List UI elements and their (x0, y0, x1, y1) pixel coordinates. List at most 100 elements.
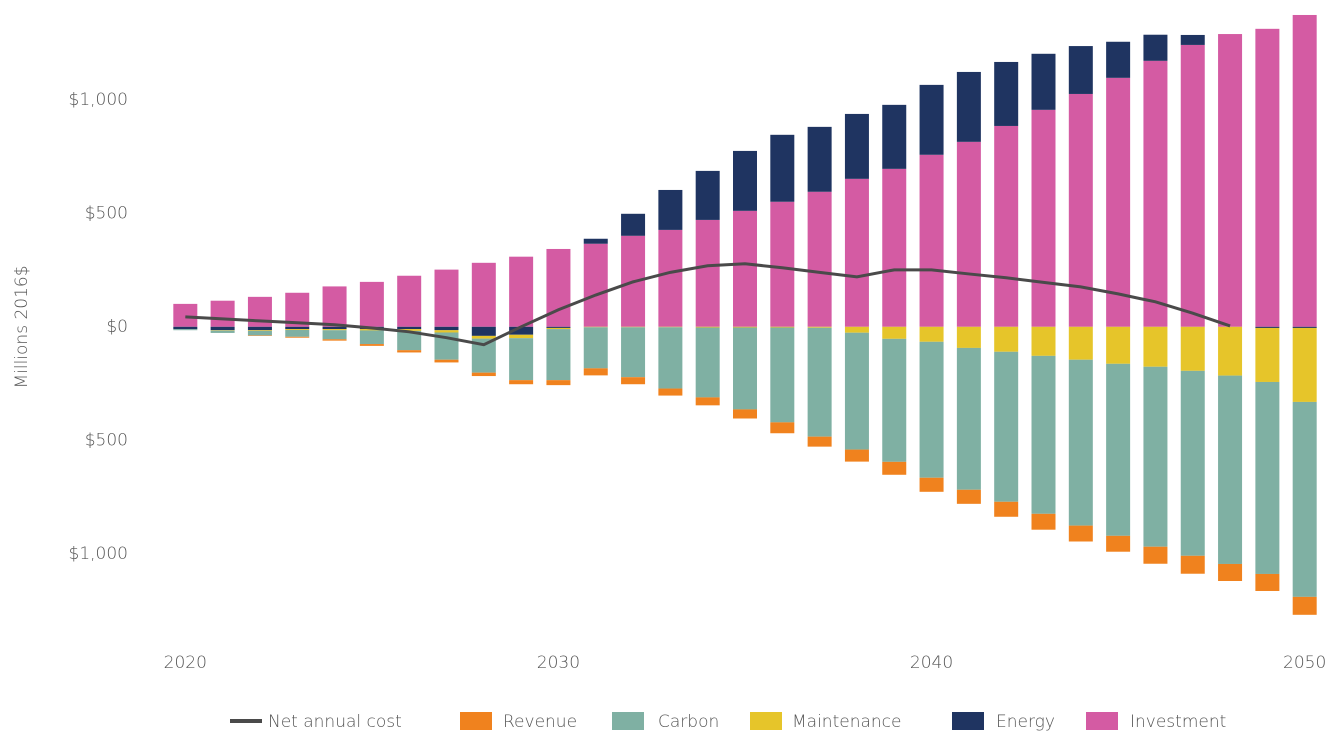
bar-segment (1218, 34, 1242, 327)
bar-segment (957, 327, 981, 348)
bar-segment (435, 327, 459, 330)
bar-segment (882, 169, 906, 327)
bar-segment (509, 335, 533, 338)
legend-label: Energy (996, 712, 1055, 732)
bar-segment (323, 330, 347, 339)
bar-segment (1032, 356, 1056, 514)
bar-segment (323, 329, 347, 330)
bar-segment (882, 105, 906, 169)
bar-segment (1293, 597, 1317, 615)
bar-segment (658, 327, 682, 388)
bar-segment (957, 490, 981, 504)
bar-segment (1032, 327, 1056, 356)
bar-segment (472, 373, 496, 376)
bar-segment (1106, 78, 1130, 327)
bar-segment (770, 422, 794, 433)
bar-segment (546, 329, 570, 380)
bar-segment (1181, 45, 1205, 327)
bar-segment (509, 257, 533, 327)
y-tick-label: $1,000 (69, 90, 128, 110)
bar-segment (770, 327, 794, 328)
bar-segment (584, 368, 608, 375)
bar-segment (1218, 327, 1242, 376)
bar-segment (1181, 371, 1205, 556)
bar-segment (509, 380, 533, 384)
bar-segment (509, 338, 533, 380)
bar-segment (658, 190, 682, 230)
bar-segment (920, 85, 944, 155)
bar-segment (1106, 364, 1130, 536)
bar-segment (435, 330, 459, 332)
bar-segment (696, 327, 720, 397)
bar-segment (546, 380, 570, 385)
bar-segment (957, 72, 981, 142)
bar-segment (621, 327, 645, 377)
bar-segment (285, 327, 309, 329)
x-tick-label: 2030 (537, 653, 580, 673)
bar-segment (658, 389, 682, 396)
bar-segment (770, 327, 794, 422)
bar-segment (584, 244, 608, 327)
bar-segment (658, 230, 682, 327)
bar-segment (845, 327, 869, 333)
bar-segment (696, 327, 720, 328)
bar-segment (845, 114, 869, 179)
bar-segment (323, 286, 347, 326)
bar-segment (248, 330, 272, 331)
bar-segment (621, 214, 645, 236)
bar-segment (733, 409, 757, 418)
y-tick-label: $0 (106, 317, 128, 337)
bar-segment (733, 211, 757, 327)
bar-segment (1255, 327, 1279, 328)
bar-segment (1255, 382, 1279, 574)
bar-segment (1069, 526, 1093, 542)
legend-label: Maintenance (792, 712, 901, 732)
legend-swatch (952, 712, 984, 730)
x-tick-label: 2040 (910, 653, 953, 673)
bar-segment (360, 330, 384, 344)
bar-segment (1181, 35, 1205, 45)
bar-segment (920, 342, 944, 478)
bar-segment (1255, 29, 1279, 327)
bar-segment (546, 327, 570, 328)
legend-swatch (230, 719, 262, 723)
bar-segment (323, 339, 347, 340)
bar-segment (1181, 556, 1205, 574)
bar-segment (1106, 42, 1130, 78)
bar-segment (1218, 564, 1242, 581)
bar-segment (1106, 536, 1130, 552)
bar-segment (1143, 35, 1167, 61)
bar-segment (211, 327, 235, 330)
bar-segment (397, 327, 421, 329)
y-tick-label: $1,000 (69, 544, 128, 564)
bar-segment (994, 126, 1018, 327)
bar-segment (696, 171, 720, 220)
bar-segment (1143, 367, 1167, 547)
bar-segment (472, 336, 496, 339)
bar-segment (845, 333, 869, 450)
bar-segment (323, 327, 347, 329)
bar-segment (808, 328, 832, 437)
bar-segment (808, 437, 832, 447)
bar-segment (173, 329, 197, 330)
bar-segment (882, 339, 906, 462)
legend-label: Net annual cost (268, 712, 402, 732)
bar-segment (994, 62, 1018, 126)
y-tick-label: $500 (85, 430, 128, 450)
bar-segment (546, 328, 570, 329)
bar-segment (1293, 328, 1317, 402)
bar-segment (248, 327, 272, 330)
bar-segment (1032, 110, 1056, 327)
bar-segment (770, 202, 794, 327)
bar-segment (1032, 514, 1056, 530)
legend-label: Carbon (658, 712, 719, 732)
bar-segment (285, 337, 309, 338)
x-tick-label: 2020 (164, 653, 207, 673)
bar-segment (957, 348, 981, 490)
legend-swatch (612, 712, 644, 730)
bar-segment (920, 478, 944, 492)
bar-segment (173, 304, 197, 327)
bar-segment (1069, 327, 1093, 360)
bar-segment (733, 151, 757, 211)
